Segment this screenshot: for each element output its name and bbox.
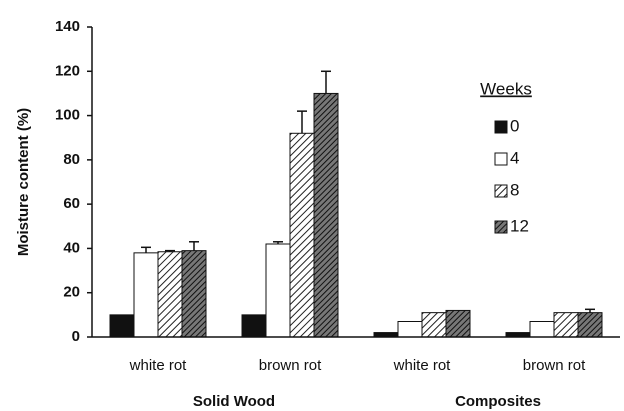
y-tick-label: 0 [72, 328, 80, 345]
x-tick-label: brown rot [259, 357, 322, 374]
bar [265, 243, 291, 338]
legend-label: 4 [510, 148, 519, 167]
y-tick-label: 80 [63, 151, 80, 168]
legend-label: 8 [510, 180, 519, 199]
bar [445, 309, 471, 338]
bar [529, 321, 555, 338]
legend-label: 12 [510, 216, 529, 235]
bar [133, 252, 159, 338]
legend-label: 0 [510, 116, 519, 135]
bar [157, 251, 183, 338]
y-tick-label: 100 [55, 107, 80, 124]
bar [313, 92, 339, 338]
y-axis-label: Moisture content (%) [15, 108, 32, 256]
legend-swatch [494, 120, 508, 134]
bar [553, 312, 579, 338]
x-tick-label: white rot [393, 357, 452, 374]
y-tick-label: 120 [55, 62, 80, 79]
legend-swatch [494, 152, 508, 166]
x-tick-label: brown rot [523, 357, 586, 374]
bar [181, 250, 207, 338]
y-tick-label: 20 [63, 284, 80, 301]
legend-swatch [494, 220, 508, 234]
legend-title: Weeks [480, 79, 532, 98]
y-tick-label: 60 [63, 195, 80, 212]
group-label: Solid Wood [193, 393, 275, 410]
bar [421, 312, 447, 338]
bar [241, 314, 267, 338]
legend-swatch [494, 184, 508, 198]
bar [109, 314, 135, 338]
y-tick-label: 40 [63, 239, 80, 256]
bar [289, 132, 315, 338]
group-label: Composites [455, 393, 541, 410]
bar [577, 312, 603, 338]
x-tick-label: white rot [129, 357, 188, 374]
bar [397, 321, 423, 338]
y-tick-label: 140 [55, 18, 80, 35]
